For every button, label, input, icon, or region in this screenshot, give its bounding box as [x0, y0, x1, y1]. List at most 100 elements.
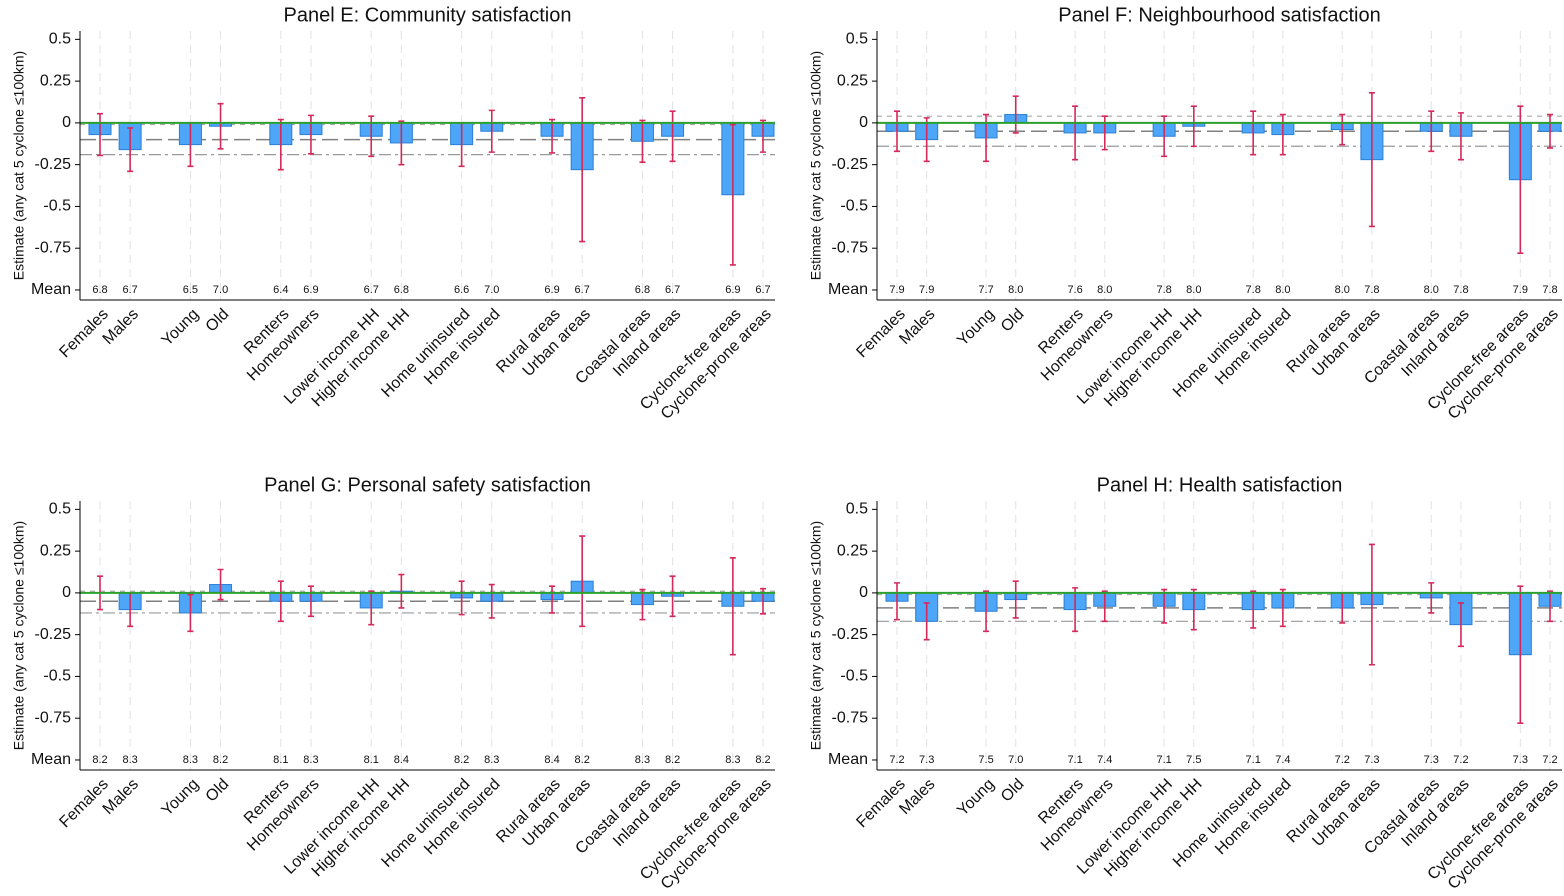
mean-label: 6.7 [665, 284, 680, 296]
mean-label: 6.5 [183, 284, 198, 296]
y-tick-label: 0 [859, 584, 868, 601]
mean-label: 8.3 [303, 754, 318, 766]
y-axis-label: Estimate (any cat 5 cyclone ≤100km) [808, 521, 824, 750]
mean-label: 7.3 [1364, 754, 1379, 766]
mean-label: 8.3 [725, 754, 740, 766]
error-bar [1161, 588, 1168, 624]
y-tick-label: Mean [31, 751, 71, 768]
error-bar [307, 114, 314, 155]
error-bar [398, 573, 405, 609]
error-bar [187, 593, 194, 633]
y-tick-label: -0.75 [35, 709, 72, 726]
y-tick-label: -0.5 [43, 198, 71, 215]
error-bar [217, 568, 224, 601]
error-bar [1457, 602, 1464, 648]
error-bar [639, 119, 646, 163]
x-tick-label: Old [203, 776, 233, 806]
y-tick-label: 0 [859, 114, 868, 131]
mean-label: 8.3 [183, 754, 198, 766]
mean-label: 8.1 [364, 754, 379, 766]
mean-label: 6.8 [635, 284, 650, 296]
y-tick-label: -0.75 [832, 709, 869, 726]
error-bar [277, 580, 284, 623]
error-bar [398, 120, 405, 166]
error-bar [1012, 95, 1019, 134]
mean-label: 8.2 [213, 754, 228, 766]
mean-label: 7.8 [1453, 284, 1468, 296]
y-tick-label: 0.25 [837, 542, 868, 559]
error-bar [923, 117, 930, 163]
error-bar [1101, 115, 1108, 151]
x-tick-label: Old [998, 306, 1028, 336]
error-bar [1368, 543, 1375, 666]
y-tick-label: 0 [62, 584, 71, 601]
mean-label: 7.3 [919, 754, 934, 766]
y-tick-label: 0.25 [837, 72, 868, 89]
panel-title: Panel H: Health satisfaction [1097, 474, 1343, 496]
mean-label: 8.3 [635, 754, 650, 766]
error-bar [488, 109, 495, 153]
error-bar [894, 582, 900, 621]
panel-title: Panel G: Personal safety satisfaction [264, 474, 591, 496]
y-tick-label: 0.5 [49, 31, 71, 48]
error-bar [1547, 113, 1553, 149]
mean-label: 8.2 [92, 754, 107, 766]
mean-label: 6.9 [303, 284, 318, 296]
error-bar [1517, 585, 1524, 725]
error-bar [488, 583, 495, 619]
mean-label: 8.2 [755, 754, 770, 766]
error-bar [1279, 113, 1286, 156]
error-bar [1072, 587, 1079, 633]
error-bar [1250, 110, 1257, 156]
x-tick-label: Old [998, 776, 1028, 806]
error-bar [368, 590, 375, 626]
mean-label: 7.5 [978, 754, 993, 766]
y-tick-label: Mean [31, 281, 71, 298]
y-tick-label: -0.5 [43, 668, 71, 685]
mean-label: 7.8 [1542, 284, 1557, 296]
mean-label: 6.7 [122, 284, 137, 296]
y-axis-label: Estimate (any cat 5 cyclone ≤100km) [11, 521, 27, 750]
mean-label: 6.7 [755, 284, 770, 296]
y-tick-label: Mean [828, 281, 868, 298]
mean-label: 8.2 [575, 754, 590, 766]
error-bar [97, 112, 103, 157]
mean-label: 7.0 [1008, 754, 1023, 766]
mean-label: 7.0 [213, 284, 228, 296]
mean-label: 7.7 [978, 284, 993, 296]
y-tick-label: -0.25 [832, 156, 869, 173]
error-bar [1428, 582, 1435, 614]
error-bar [217, 102, 224, 150]
y-tick-label: 0 [62, 114, 71, 131]
error-bar [127, 127, 134, 173]
mean-label: 7.3 [1513, 754, 1528, 766]
mean-label: 7.3 [1424, 754, 1439, 766]
mean-label: 8.2 [454, 754, 469, 766]
error-bar [669, 110, 676, 163]
mean-label: 8.3 [484, 754, 499, 766]
mean-label: 8.0 [1335, 284, 1350, 296]
error-bar [1012, 580, 1019, 619]
error-bar [1457, 112, 1464, 161]
x-tick-label: Old [203, 306, 233, 336]
y-tick-label: -0.25 [35, 626, 72, 643]
mean-label: 7.1 [1156, 754, 1171, 766]
error-bar [760, 119, 766, 153]
y-tick-label: -0.75 [832, 239, 869, 256]
mean-label: 7.4 [1275, 754, 1290, 766]
mean-label: 8.0 [1097, 284, 1112, 296]
mean-label: 7.1 [1067, 754, 1082, 766]
error-bar [639, 588, 646, 621]
error-bar [729, 557, 736, 656]
mean-label: 7.1 [1246, 754, 1261, 766]
error-bar [1517, 105, 1524, 255]
error-bar [1250, 590, 1257, 629]
mean-label: 7.4 [1097, 754, 1112, 766]
mean-label: 7.8 [1246, 284, 1261, 296]
mean-label: 7.8 [1364, 284, 1379, 296]
error-bar [1547, 590, 1553, 623]
y-tick-label: 0.5 [49, 501, 71, 518]
mean-label: 7.9 [1513, 284, 1528, 296]
mean-label: 6.9 [725, 284, 740, 296]
